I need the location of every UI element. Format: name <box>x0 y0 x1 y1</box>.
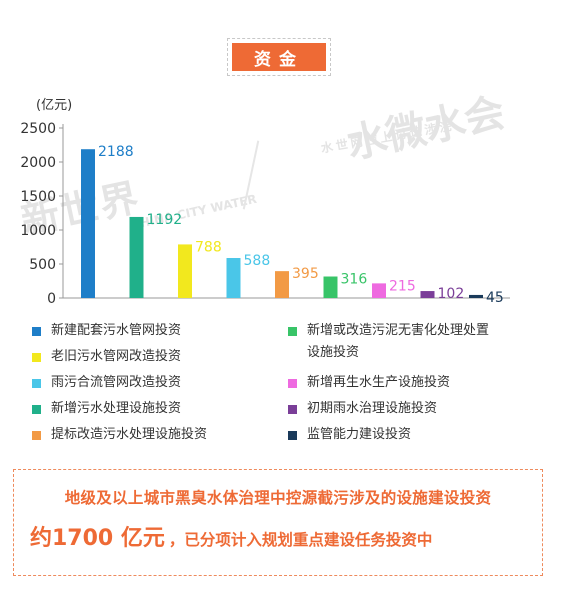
chart-title: 资金 <box>232 43 326 71</box>
bar-value-label: 588 <box>244 253 271 269</box>
bar <box>372 283 386 298</box>
note-line-2: 约1700 亿元 ，已分项计入规划重点建设任务投资中 <box>30 520 542 552</box>
bar-chart: 0 500 1000 1500 2000 2500 2188 1192 788 588 395 316… <box>20 121 510 307</box>
legend-item: 初期雨水治理设施投资 <box>288 398 497 420</box>
note-line-1: 地级及以上城市黑臭水体治理中控源截污涉及的设施建设投资 <box>64 489 492 507</box>
y-tick-label: 0 <box>47 291 56 307</box>
legend-swatch <box>32 327 41 336</box>
note-box: 地级及以上城市黑臭水体治理中控源截污涉及的设施建设投资 约1700 亿元 ，已分项… <box>13 469 543 576</box>
title-badge: 资金 <box>227 38 331 76</box>
legend-label: 新增污水处理设施投资 <box>51 401 182 416</box>
legend-label: 初期雨水治理设施投资 <box>307 401 438 416</box>
legend-label: 新增或改造污泥无害化处理处置设施投资 <box>307 323 490 360</box>
bar-value-label: 215 <box>389 278 416 294</box>
bar <box>226 258 241 298</box>
y-tick-label: 1000 <box>20 223 56 239</box>
legend-label: 监管能力建设投资 <box>307 427 412 442</box>
legend-swatch <box>288 379 297 388</box>
note-amount: 约1700 亿元 <box>30 526 165 551</box>
legend-item: 雨污合流管网改造投资 <box>32 372 251 394</box>
bar-value-label: 2188 <box>98 144 134 160</box>
legend-swatch <box>32 431 41 440</box>
legend-swatch <box>32 379 41 388</box>
legend-label: 新增再生水生产设施投资 <box>307 375 451 390</box>
legend-label: 提标改造污水处理设施投资 <box>51 427 208 442</box>
y-tick-label: 2000 <box>20 155 56 171</box>
bar-value-label: 395 <box>292 266 319 282</box>
legend-swatch <box>288 405 297 414</box>
legend-swatch <box>32 353 41 362</box>
y-tick-label: 1500 <box>20 189 56 205</box>
y-tick-label: 500 <box>29 257 56 273</box>
y-axis-unit: (亿元) <box>36 98 73 113</box>
legend-item: 监管能力建设投资 <box>288 424 497 446</box>
bar-value-label: 316 <box>341 272 368 288</box>
legend-label: 新建配套污水管网投资 <box>51 323 182 338</box>
bar <box>129 216 144 298</box>
legend-item: 新建配套污水管网投资 <box>32 320 251 342</box>
legend-swatch <box>32 405 41 414</box>
bar <box>178 244 192 298</box>
bar <box>420 291 435 298</box>
legend-swatch <box>288 327 297 336</box>
legend-item: 新增污水处理设施投资 <box>32 398 251 420</box>
bar <box>81 149 95 298</box>
bar <box>275 271 289 298</box>
bar-value-label: 102 <box>438 286 465 302</box>
legend-item: 新增或改造污泥无害化处理处置设施投资 <box>288 320 497 364</box>
legend-item: 新增再生水生产设施投资 <box>288 372 497 394</box>
bar-value-label: 1192 <box>147 212 183 228</box>
legend-item: 老旧污水管网改造投资 <box>32 346 251 368</box>
bar-value-label: 788 <box>195 239 222 255</box>
y-tick-label: 2500 <box>20 121 56 137</box>
legend-swatch <box>288 431 297 440</box>
bar <box>469 294 483 298</box>
legend-label: 老旧污水管网改造投资 <box>51 349 182 364</box>
legend-item: 提标改造污水处理设施投资 <box>32 424 251 446</box>
note-detail: ，已分项计入规划重点建设任务投资中 <box>168 531 433 549</box>
bar <box>323 276 338 298</box>
legend-label: 雨污合流管网改造投资 <box>51 375 182 390</box>
bar-value-label: 45 <box>486 290 504 306</box>
